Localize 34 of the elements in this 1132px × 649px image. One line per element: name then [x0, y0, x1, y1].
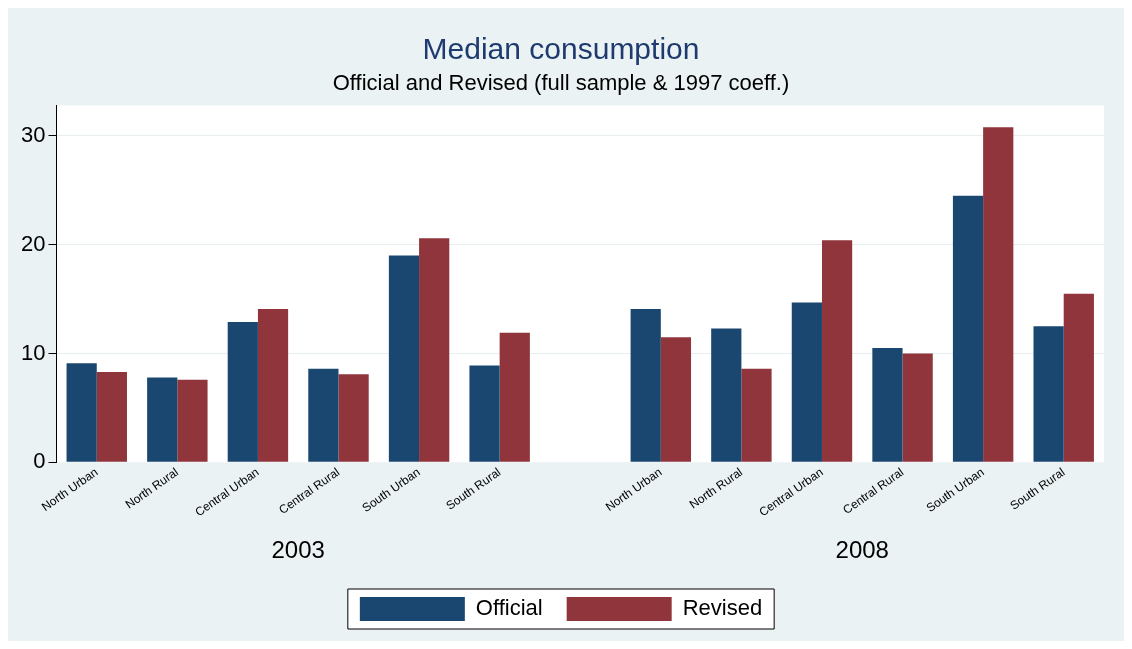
bar	[338, 374, 369, 462]
y-tick-label: 10	[20, 339, 46, 365]
bar	[66, 363, 97, 462]
bar	[177, 379, 208, 462]
y-tick-label: 0	[33, 448, 46, 474]
bar	[983, 127, 1014, 462]
bar	[660, 337, 692, 462]
bar	[257, 308, 289, 462]
bar	[821, 240, 853, 462]
legend-label: Official	[475, 595, 543, 621]
bar	[147, 377, 178, 462]
y-tick-label: 20	[20, 230, 46, 256]
text: 2003	[271, 535, 325, 563]
legend-label: Revised	[682, 595, 763, 621]
bar	[419, 238, 450, 462]
bar	[1063, 293, 1094, 462]
bar	[227, 321, 258, 462]
y-tick-label: 30	[20, 121, 46, 147]
bar	[630, 308, 661, 462]
bar	[741, 368, 772, 462]
bar	[711, 328, 742, 462]
text: 2008	[835, 535, 889, 563]
chart-subtitle: Official and Revised (full sample & 1997 coeff.)	[332, 70, 790, 96]
bar	[1033, 326, 1064, 462]
bar	[902, 353, 933, 462]
bar	[388, 255, 420, 462]
chart-title: Median consumption	[422, 32, 700, 66]
bar	[791, 302, 822, 462]
bar	[308, 368, 339, 462]
bar	[96, 372, 127, 462]
bar	[872, 348, 903, 462]
bar	[952, 195, 984, 462]
bar	[469, 365, 500, 462]
bar	[499, 332, 530, 462]
